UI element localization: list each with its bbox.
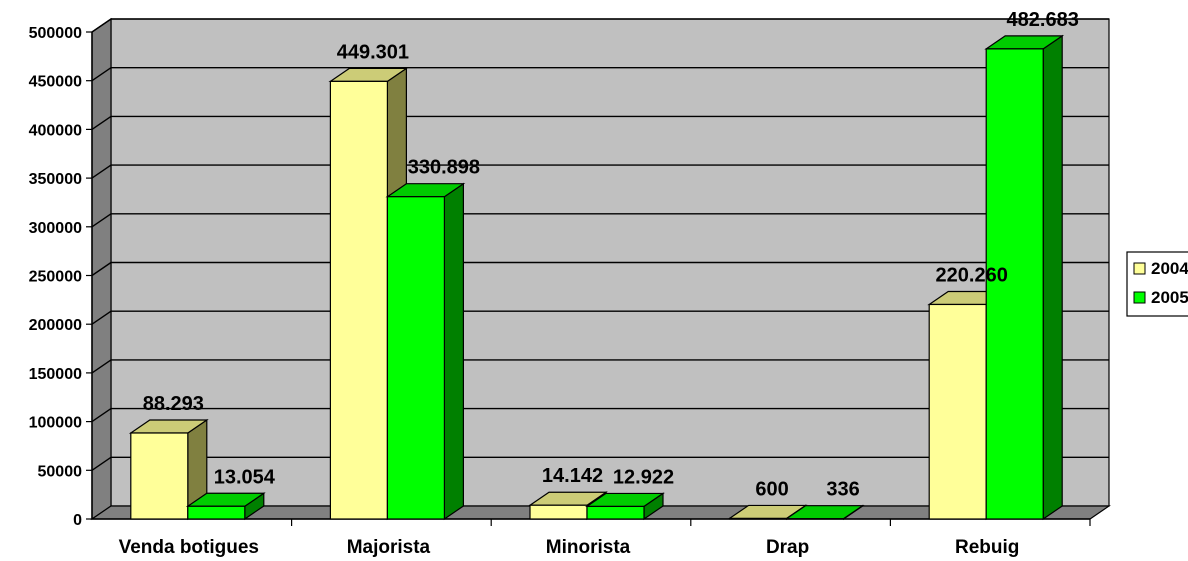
- bar-front: [928, 303, 987, 520]
- gridline: [91, 407, 1109, 423]
- x-category-label: Drap: [766, 537, 809, 558]
- bar-front: [728, 517, 788, 520]
- bar-side: [443, 182, 464, 521]
- bar-2005: [984, 34, 1065, 521]
- bar-front: [529, 504, 588, 520]
- legend: 2004 2005: [1126, 251, 1188, 317]
- bar-2005: [385, 182, 466, 521]
- data-label: 482.683: [1007, 9, 1079, 31]
- y-tick-label: 400000: [29, 122, 82, 139]
- bar-front: [187, 505, 246, 520]
- y-tick-label: 0: [73, 512, 82, 529]
- x-category-label: Venda botigues: [119, 537, 259, 558]
- data-label: 220.260: [936, 264, 1008, 286]
- y-tick-label: 300000: [29, 220, 82, 237]
- data-label: 88.293: [143, 393, 204, 415]
- gridline: [91, 164, 1109, 179]
- y-tick-label: 250000: [29, 269, 82, 286]
- data-label: 600: [755, 478, 788, 500]
- legend-label: 2004: [1151, 259, 1188, 278]
- legend-swatch: [1133, 291, 1146, 304]
- data-label: 449.301: [337, 41, 409, 63]
- bar-2005: [585, 492, 665, 521]
- bar-2004: [128, 418, 209, 521]
- gridline: [91, 213, 1109, 228]
- gridline: [91, 456, 1109, 471]
- y-tick-label: 150000: [29, 366, 82, 383]
- x-category-label: Majorista: [347, 537, 431, 558]
- x-category-label: Minorista: [546, 537, 631, 558]
- gridline: [91, 66, 1109, 82]
- bar-front: [130, 432, 189, 520]
- bar-front: [985, 48, 1044, 520]
- gridline: [91, 115, 1109, 130]
- y-tick-label: 350000: [29, 171, 82, 188]
- gridline: [91, 261, 1109, 277]
- gridlines: [91, 18, 1109, 471]
- gridline: [91, 310, 1109, 325]
- data-label: 330.898: [408, 157, 480, 179]
- data-label: 14.142: [542, 465, 603, 487]
- data-label: 12.922: [613, 466, 674, 488]
- bar-side: [1042, 34, 1063, 521]
- gridline: [91, 359, 1109, 374]
- axes: 0 50000 100000 150000 200000 250000 300000 3500…: [29, 25, 1091, 558]
- y-tick-label: 50000: [38, 463, 83, 480]
- bar-front: [586, 505, 645, 520]
- legend-label: 2005: [1151, 288, 1188, 307]
- x-category-label: Rebuig: [955, 537, 1019, 558]
- y-tick-label: 450000: [29, 74, 82, 91]
- gridline: [91, 18, 1109, 33]
- bar-2005: [784, 504, 865, 521]
- bars: [128, 34, 1065, 521]
- y-tick-label: 100000: [29, 415, 82, 432]
- data-label: 13.054: [214, 466, 276, 488]
- bar-front: [386, 196, 445, 520]
- y-tick-label: 200000: [29, 317, 82, 334]
- y-tick-label: 500000: [29, 25, 82, 42]
- legend-swatch: [1133, 262, 1146, 275]
- data-label: 336: [826, 479, 859, 501]
- bar-2005: [185, 492, 266, 521]
- data-labels: 88.293 13.054 449.301 330.898 14.142 12.922 60…: [143, 9, 1079, 501]
- bar-front: [329, 80, 388, 520]
